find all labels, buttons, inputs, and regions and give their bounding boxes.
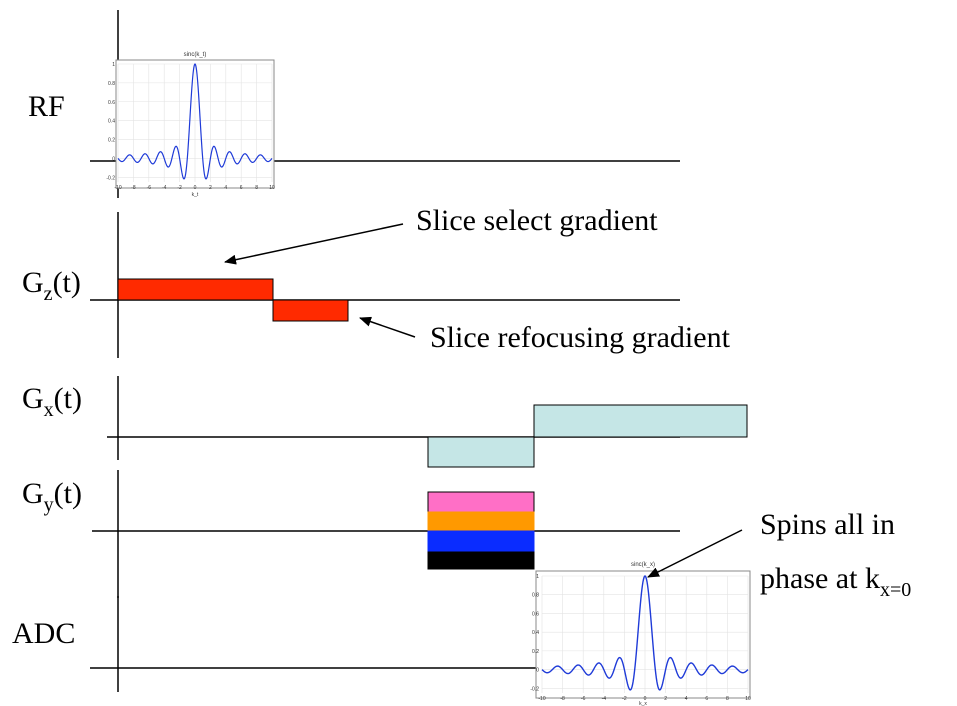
adc-inset-x-tick-label: 8 bbox=[726, 696, 729, 702]
rf-sinc-curve bbox=[117, 63, 273, 180]
phase-encode-step-2 bbox=[427, 511, 535, 532]
rf-inset-plot: sinc(k_t) -10 -8 -6 -4 -2 0 2 4 6 8 10 1 0.8 0.6 0.4 0… bbox=[106, 52, 275, 198]
rf-inset-x-ticks: -10 -8 -6 -4 -2 0 2 4 6 8 10 bbox=[114, 185, 275, 191]
rf-inset-y-tick-label: 0.4 bbox=[108, 119, 115, 125]
rf-inset-x-tick-label: 4 bbox=[224, 185, 227, 191]
spins-annotation-line1: Spins all in bbox=[760, 508, 895, 541]
gz-label: Gz(t) bbox=[22, 266, 81, 305]
gz-row: Gz(t) Slice select gradient Slice refocu… bbox=[22, 204, 731, 358]
slice-refocus-annotation: Slice refocusing gradient bbox=[430, 321, 731, 354]
spins-annotation-line2: phase at kx=0 bbox=[760, 562, 911, 601]
phase-encode-step-3 bbox=[427, 530, 535, 553]
adc-inset-x-tick-label: -8 bbox=[560, 696, 565, 702]
gx-row: Gx(t) bbox=[22, 376, 748, 468]
gz-label-main: G bbox=[22, 266, 44, 299]
adc-inset-xlabel: k_x bbox=[639, 701, 647, 706]
rf-inset-y-tick-label: 1 bbox=[112, 62, 115, 68]
rf-inset-title: sinc(k_t) bbox=[184, 52, 207, 58]
rf-inset-grid bbox=[117, 63, 273, 182]
gy-row: Gy(t) bbox=[22, 470, 680, 598]
adc-inset-y-tick-label: 0 bbox=[536, 668, 539, 674]
rf-inset-y-ticks: 1 0.8 0.6 0.4 0.2 0 -0.2 bbox=[106, 62, 115, 181]
rf-inset-y-tick-label: 0.8 bbox=[108, 81, 115, 87]
rf-inset-x-tick-label: 10 bbox=[269, 185, 275, 191]
gz-label-suffix: (t) bbox=[53, 266, 81, 299]
adc-inset-frame bbox=[535, 570, 751, 699]
rf-inset-x-tick-label: -4 bbox=[162, 185, 167, 191]
rf-inset-x-tick-label: -6 bbox=[147, 185, 152, 191]
rf-inset-x-tick-label: 6 bbox=[240, 185, 243, 191]
rf-row: RF sinc(k_t) -10 -8 -6 -4 -2 0 2 4 6 8 10 1 0.8 0.6 0… bbox=[28, 10, 680, 198]
rf-inset-x-tick-label: -8 bbox=[131, 185, 136, 191]
rf-inset-xlabel: k_t bbox=[192, 192, 199, 198]
adc-label: ADC bbox=[12, 617, 75, 650]
adc-inset-x-tick-label: -6 bbox=[581, 696, 586, 702]
adc-sinc-curve bbox=[541, 575, 749, 691]
gx-label: Gx(t) bbox=[22, 382, 82, 421]
spins-annotation-line2-sub: x=0 bbox=[880, 579, 911, 601]
slice-refocus-gradient-lobe bbox=[272, 299, 349, 322]
adc-inset-x-tick-label: -2 bbox=[622, 696, 627, 702]
gx-label-sub: x bbox=[44, 399, 54, 421]
adc-inset-y-tick-label: 0.8 bbox=[532, 593, 539, 599]
adc-inset-x-tick-label: -4 bbox=[602, 696, 607, 702]
adc-inset-x-tick-label: 10 bbox=[745, 696, 751, 702]
slice-refocus-arrow bbox=[359, 316, 416, 338]
gy-label-sub: y bbox=[44, 494, 54, 516]
adc-inset-y-tick-label: 0.4 bbox=[532, 630, 539, 636]
slice-select-arrow bbox=[224, 223, 404, 265]
slice-select-gradient-lobe bbox=[117, 278, 274, 301]
adc-inset-y-tick-label: 0.2 bbox=[532, 649, 539, 655]
gz-label-sub: z bbox=[44, 283, 53, 305]
adc-inset-grid bbox=[541, 575, 749, 693]
adc-inset-x-tick-label: -10 bbox=[538, 696, 545, 702]
rf-inset-y-tick-label: 0.6 bbox=[108, 100, 115, 106]
echo-peak-arrow bbox=[647, 529, 743, 578]
rf-inset-y-tick-label: 0 bbox=[112, 156, 115, 162]
rf-inset-y-tick-label: 0.2 bbox=[108, 138, 115, 144]
gx-label-suffix: (t) bbox=[54, 382, 82, 415]
rf-inset-x-tick-label: -10 bbox=[114, 185, 121, 191]
rf-inset-x-tick-label: 2 bbox=[209, 185, 212, 191]
adc-inset-x-tick-label: 2 bbox=[664, 696, 667, 702]
gy-label-suffix: (t) bbox=[54, 477, 82, 510]
adc-inset-y-tick-label: -0.2 bbox=[530, 686, 539, 692]
adc-inset-x-tick-label: 6 bbox=[705, 696, 708, 702]
adc-inset-x-ticks: -10 -8 -6 -4 -2 0 2 4 6 8 10 bbox=[538, 696, 751, 702]
adc-inset-x-tick-label: 0 bbox=[644, 696, 647, 702]
spins-annotation-line2-main: phase at k bbox=[760, 562, 880, 595]
rf-inset-y-tick-label: -0.2 bbox=[106, 175, 115, 181]
slice-select-annotation: Slice select gradient bbox=[416, 204, 658, 237]
rf-inset-x-tick-label: 0 bbox=[194, 185, 197, 191]
adc-row: ADC sinc(k_x) -10 -8 -6 -4 -2 0 2 4 6 8 10 1 0.8 0.6… bbox=[12, 508, 911, 706]
adc-inset-plot: sinc(k_x) -10 -8 -6 -4 -2 0 2 4 6 8 10 1 0.8 0.6 0.4 0… bbox=[530, 562, 751, 706]
gy-label-main: G bbox=[22, 477, 44, 510]
gx-label-main: G bbox=[22, 382, 44, 415]
rf-inset-x-tick-label: 8 bbox=[255, 185, 258, 191]
phase-encode-step-1 bbox=[427, 491, 535, 513]
rf-inset-x-tick-label: -2 bbox=[177, 185, 182, 191]
readout-prephase-lobe bbox=[427, 436, 535, 468]
adc-inset-y-tick-label: 0.6 bbox=[532, 611, 539, 617]
rf-label: RF bbox=[28, 90, 65, 123]
adc-inset-y-ticks: 1 0.8 0.6 0.4 0.2 0 -0.2 bbox=[530, 574, 539, 692]
gy-label: Gy(t) bbox=[22, 477, 82, 516]
adc-inset-x-tick-label: 4 bbox=[685, 696, 688, 702]
adc-inset-y-tick-label: 1 bbox=[536, 574, 539, 580]
phase-encode-step-4 bbox=[427, 551, 535, 570]
adc-inset-title: sinc(k_x) bbox=[631, 562, 655, 568]
readout-gradient-lobe bbox=[533, 404, 748, 438]
